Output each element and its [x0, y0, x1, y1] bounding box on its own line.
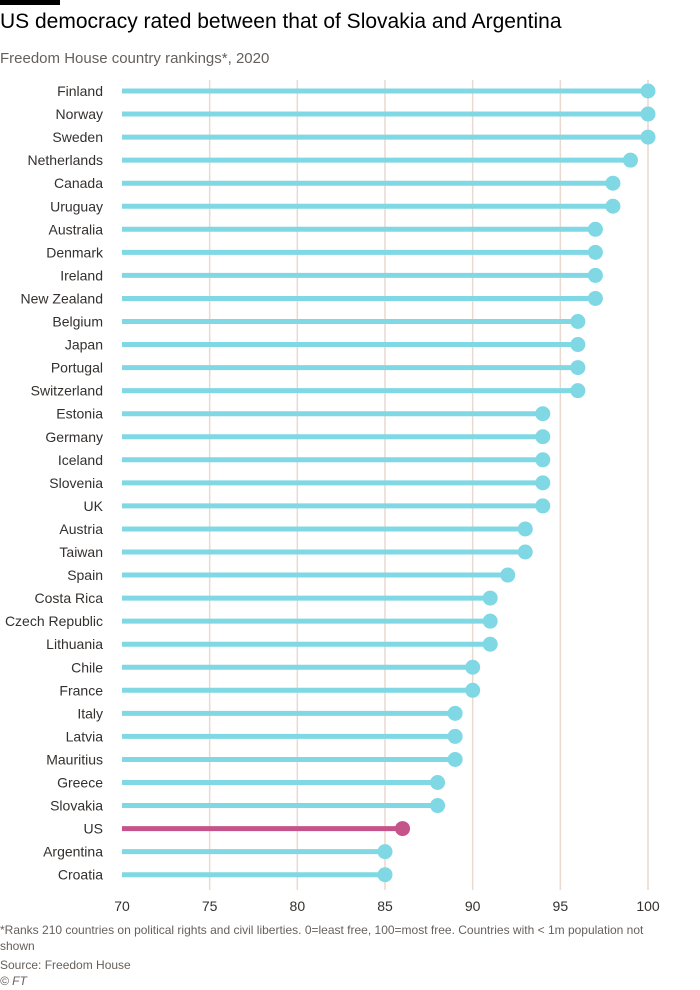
- category-label-switzerland: Switzerland: [31, 383, 103, 399]
- category-label-france: France: [59, 682, 103, 698]
- category-label-austria: Austria: [59, 521, 103, 537]
- category-label-estonia: Estonia: [56, 406, 103, 422]
- lollipop-dot-spain: [500, 567, 516, 583]
- lollipop-dot-lithuania: [482, 636, 498, 652]
- category-label-new-zealand: New Zealand: [21, 290, 104, 306]
- lollipop-dot-greece: [430, 775, 446, 790]
- lollipop-dot-us: [395, 821, 411, 837]
- category-label-greece: Greece: [57, 775, 103, 791]
- lollipop-dot-iceland: [535, 452, 551, 468]
- category-label-germany: Germany: [45, 429, 103, 445]
- lollipop-dot-netherlands: [622, 152, 638, 168]
- lollipop-dot-germany: [535, 429, 551, 445]
- x-tick-label: 70: [114, 898, 130, 914]
- lollipop-dot-australia: [587, 221, 603, 237]
- category-label-spain: Spain: [67, 567, 103, 583]
- category-label-belgium: Belgium: [52, 314, 103, 330]
- category-label-ireland: Ireland: [60, 267, 103, 283]
- category-label-japan: Japan: [65, 337, 103, 353]
- footnote: *Ranks 210 countries on political rights…: [0, 923, 644, 953]
- lollipop-dot-croatia: [377, 867, 393, 883]
- category-label-sweden: Sweden: [52, 129, 103, 145]
- x-tick-label: 85: [377, 898, 393, 914]
- chart-subtitle: Freedom House country rankings*, 2020: [0, 50, 270, 67]
- lollipop-dot-portugal: [570, 360, 586, 376]
- category-label-mauritius: Mauritius: [46, 751, 103, 767]
- category-label-uruguay: Uruguay: [50, 198, 103, 214]
- lollipop-dot-sweden: [640, 129, 656, 145]
- lollipop-dot-finland: [640, 83, 656, 99]
- category-label-us: US: [84, 821, 103, 837]
- source-note: Source: Freedom House: [0, 958, 131, 972]
- lollipop-dot-new-zealand: [587, 290, 603, 306]
- lollipop-dot-taiwan: [517, 544, 533, 560]
- category-label-denmark: Denmark: [46, 244, 104, 260]
- lollipop-dot-japan: [570, 337, 586, 353]
- x-tick-label: 90: [465, 898, 481, 914]
- lollipop-dot-uruguay: [605, 198, 621, 214]
- category-label-norway: Norway: [56, 106, 103, 122]
- lollipop-dot-norway: [640, 106, 656, 122]
- lollipop-dot-slovenia: [535, 475, 551, 491]
- category-label-italy: Italy: [77, 705, 103, 721]
- lollipop-dot-slovakia: [430, 798, 446, 814]
- category-label-slovenia: Slovenia: [49, 475, 103, 491]
- lollipop-dot-ireland: [587, 267, 603, 283]
- category-label-slovakia: Slovakia: [50, 798, 103, 814]
- lollipop-dot-austria: [517, 521, 533, 537]
- category-label-croatia: Croatia: [58, 867, 103, 883]
- category-label-canada: Canada: [54, 175, 103, 191]
- lollipop-dot-france: [465, 682, 481, 698]
- category-label-chile: Chile: [71, 659, 103, 675]
- lollipop-dot-denmark: [587, 244, 603, 260]
- chart-title: US democracy rated between that of Slova…: [0, 10, 562, 33]
- category-label-czech-republic: Czech Republic: [5, 613, 103, 629]
- x-tick-label: 100: [636, 898, 660, 914]
- x-tick-label: 75: [202, 898, 218, 914]
- category-label-iceland: Iceland: [58, 452, 103, 468]
- lollipop-dot-canada: [605, 175, 621, 191]
- lollipop-dot-belgium: [570, 314, 586, 329]
- category-label-taiwan: Taiwan: [59, 544, 103, 560]
- lollipop-dot-mauritius: [447, 751, 463, 767]
- category-label-argentina: Argentina: [43, 844, 103, 860]
- lollipop-dot-czech-republic: [482, 613, 498, 629]
- category-label-portugal: Portugal: [51, 360, 103, 376]
- lollipop-dot-chile: [465, 659, 481, 675]
- category-label-australia: Australia: [49, 221, 104, 237]
- category-label-uk: UK: [84, 498, 104, 514]
- x-tick-label: 95: [553, 898, 569, 914]
- lollipop-dot-switzerland: [570, 383, 586, 399]
- lollipop-dot-costa-rica: [482, 590, 498, 606]
- ft-credit: © FT: [0, 974, 27, 988]
- lollipop-dot-italy: [447, 705, 463, 721]
- category-label-netherlands: Netherlands: [28, 152, 104, 168]
- lollipop-dot-uk: [535, 498, 551, 514]
- category-label-lithuania: Lithuania: [46, 636, 103, 652]
- x-tick-label: 80: [290, 898, 306, 914]
- lollipop-dot-latvia: [447, 728, 463, 744]
- lollipop-dot-argentina: [377, 844, 393, 860]
- category-label-costa-rica: Costa Rica: [35, 590, 104, 606]
- ft-top-bar: [0, 0, 60, 5]
- category-label-finland: Finland: [57, 83, 103, 99]
- lollipop-dot-estonia: [535, 406, 551, 422]
- lollipop-chart: 70 75 80 85 90 95 100 Finland Norway Sweden Nether…: [5, 80, 660, 914]
- category-label-latvia: Latvia: [66, 728, 104, 744]
